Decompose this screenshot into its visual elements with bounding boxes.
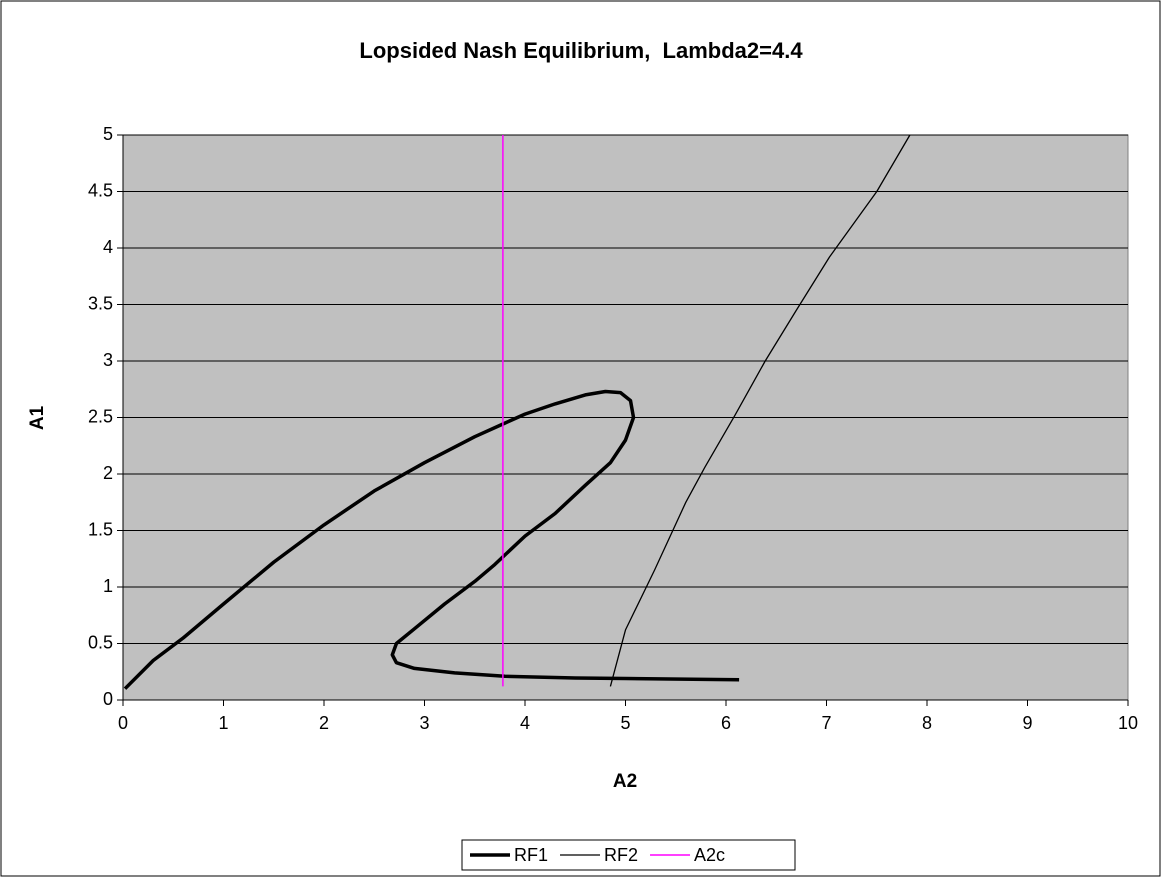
series-line: [609, 134, 911, 687]
y-tick-label: 1.5: [88, 519, 113, 539]
y-tick-label: 3: [103, 350, 113, 370]
x-tick-label: 1: [218, 713, 228, 733]
series-line: [123, 389, 740, 690]
x-tick-label: 2: [319, 713, 329, 733]
x-tick-label: 4: [520, 713, 530, 733]
y-tick-label: 0: [103, 689, 113, 709]
y-tick-label: 2: [103, 463, 113, 483]
x-tick-label: 7: [821, 713, 831, 733]
chart-title: Lopsided Nash Equilibrium, Lambda2=4.4: [359, 38, 803, 63]
y-tick-label: 4.5: [88, 180, 113, 200]
y-tick-label: 4: [103, 237, 113, 257]
y-tick-label: 0.5: [88, 632, 113, 652]
x-tick-label: 6: [721, 713, 731, 733]
x-tick-label: 5: [620, 713, 630, 733]
x-tick-label: 3: [419, 713, 429, 733]
x-axis-title: A2: [613, 771, 637, 792]
y-axis-title: A1: [27, 405, 48, 430]
legend-label: RF2: [604, 845, 638, 865]
x-tick-label: 8: [922, 713, 932, 733]
legend-box: [461, 839, 796, 871]
legend-label: A2c: [694, 845, 725, 865]
x-tick-label: 9: [1022, 713, 1032, 733]
legend-label: RF1: [514, 845, 548, 865]
x-tick-label: 0: [118, 713, 128, 733]
y-tick-label: 5: [103, 124, 113, 144]
y-tick-label: 1: [103, 576, 113, 596]
y-tick-label: 3.5: [88, 293, 113, 313]
x-tick-label: 10: [1118, 713, 1138, 733]
y-tick-label: 2.5: [88, 406, 113, 426]
